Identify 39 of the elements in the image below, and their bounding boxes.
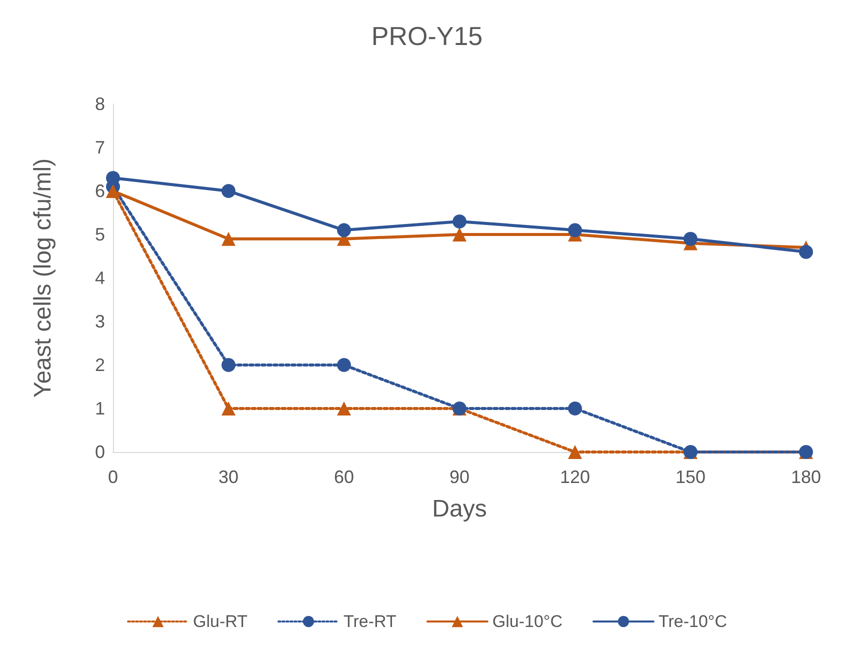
y-tick-label: 7 <box>94 138 105 158</box>
y-axis-title: Yeast cells (log cfu/ml) <box>30 158 56 398</box>
point <box>337 402 351 416</box>
x-tick-label: 30 <box>218 467 239 487</box>
x-tick-label: 90 <box>449 467 470 487</box>
y-tick-label: 4 <box>94 268 105 288</box>
point <box>684 232 698 246</box>
chart-title: PRO-Y15 <box>371 21 483 51</box>
x-tick-label: 150 <box>675 467 706 487</box>
legend-label: Tre-10°C <box>658 612 727 631</box>
y-tick-label: 1 <box>94 398 105 418</box>
y-tick-label: 3 <box>94 312 105 332</box>
point <box>452 214 466 228</box>
legend-label: Glu-10°C <box>492 612 562 631</box>
y-tick-label: 2 <box>94 355 105 375</box>
x-tick-label: 0 <box>108 467 118 487</box>
point <box>222 402 236 416</box>
point <box>452 228 466 242</box>
x-tick-label: 120 <box>560 467 590 487</box>
y-tick-label: 5 <box>94 224 105 244</box>
point <box>222 358 236 372</box>
point <box>799 244 813 259</box>
legend-label: Glu-RT <box>193 612 248 631</box>
point <box>222 232 236 246</box>
x-tick-label: 60 <box>334 467 354 487</box>
point <box>568 402 582 416</box>
point <box>568 445 582 459</box>
legend-label: Tre-RT <box>343 612 396 631</box>
x-tick-label: 180 <box>790 467 822 487</box>
y-tick-label: 6 <box>94 181 105 201</box>
y-tick-label: 8 <box>94 94 105 114</box>
point <box>337 223 351 238</box>
point <box>222 184 236 198</box>
point <box>568 223 582 238</box>
point <box>106 170 120 185</box>
x-axis-title: Days <box>432 496 487 522</box>
point <box>337 358 351 372</box>
point <box>106 184 120 198</box>
y-tick-label: 0 <box>94 442 105 462</box>
